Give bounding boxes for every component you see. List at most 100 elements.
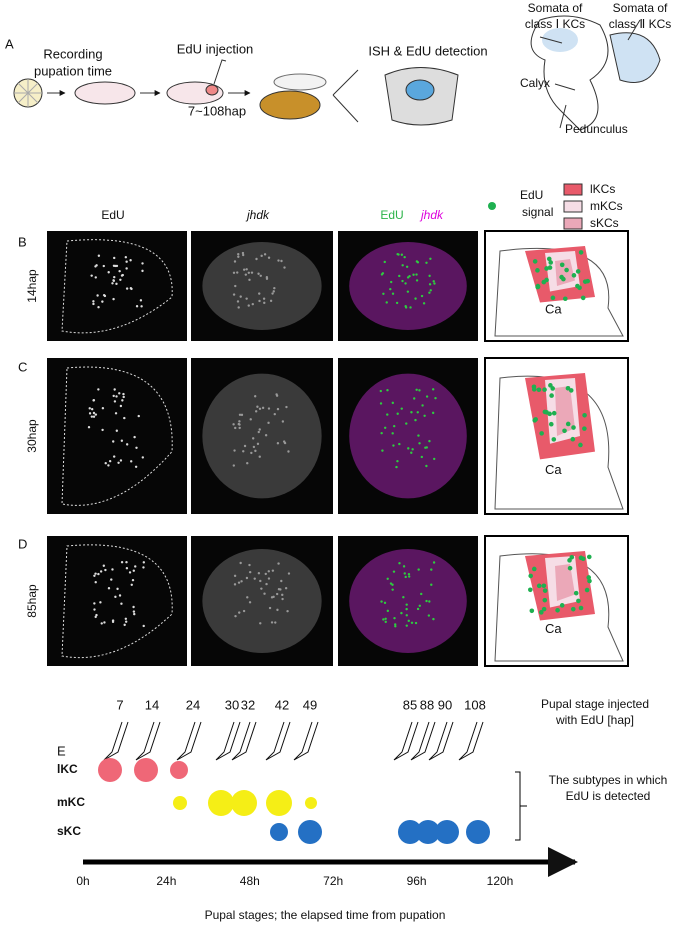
speck (251, 437, 255, 440)
speck (94, 580, 97, 584)
speck (276, 608, 279, 612)
speck (277, 259, 280, 262)
speck (248, 601, 252, 604)
edu-dot (528, 573, 533, 579)
speck (97, 572, 100, 576)
detection-dot (416, 820, 440, 844)
speck (287, 572, 291, 575)
region-label: Ca (545, 462, 562, 477)
edu-dot (544, 266, 549, 271)
speck (259, 622, 262, 625)
speck (141, 456, 145, 459)
speck (283, 441, 287, 445)
outline (61, 366, 173, 506)
axis-tick-label: 96h (407, 874, 427, 888)
tissue (202, 242, 322, 330)
speck (92, 300, 95, 303)
speck (124, 620, 128, 623)
label: Recording (43, 46, 102, 61)
label: Pedunculus (565, 122, 628, 136)
speck (125, 267, 128, 270)
label: lKCs (590, 182, 615, 196)
speck (412, 273, 415, 276)
speck (428, 283, 432, 286)
micrograph (47, 358, 187, 514)
speck (425, 599, 428, 603)
speck (132, 610, 136, 613)
speck (407, 572, 411, 576)
edu-dot (548, 260, 554, 265)
speck (237, 252, 240, 256)
speck (115, 429, 119, 432)
speck (115, 395, 118, 398)
label: 7~108hap (188, 103, 246, 118)
speck (242, 609, 246, 613)
speck (392, 444, 395, 447)
speck (389, 287, 392, 291)
speck (92, 415, 96, 418)
panel-a-drawings (13, 15, 661, 131)
edu-dot (548, 421, 554, 427)
speck (418, 604, 421, 608)
edu-dot (587, 578, 592, 584)
speck (112, 394, 115, 398)
speck (420, 592, 423, 596)
speck (110, 578, 113, 581)
speck (108, 459, 112, 463)
speck (396, 459, 399, 463)
speck (265, 277, 269, 280)
speck (142, 566, 145, 569)
speck (254, 449, 257, 453)
tissue (349, 373, 467, 499)
axis-tick-label: 24h (156, 874, 176, 888)
speck (113, 256, 116, 260)
pipette (135, 721, 161, 761)
speck (276, 442, 280, 445)
speck (260, 254, 263, 258)
label: Pupal stage injected (541, 697, 649, 711)
region-label: Ca (545, 302, 562, 317)
speck (381, 449, 384, 452)
detection-dot (466, 820, 490, 844)
speck (421, 404, 424, 407)
speck (285, 405, 288, 409)
speck (432, 280, 435, 283)
speck (112, 279, 115, 282)
label: jhdk (245, 208, 270, 222)
speck (121, 273, 124, 277)
speck (234, 614, 237, 618)
speck (405, 614, 408, 617)
axis-tick-label: 120h (487, 874, 514, 888)
edu-dot (569, 554, 575, 560)
speck (279, 588, 282, 591)
speck (280, 579, 283, 583)
pipette (428, 721, 454, 761)
speck (247, 304, 250, 307)
speck (94, 615, 97, 619)
speck (390, 280, 393, 284)
speck (276, 407, 280, 411)
speck (247, 271, 251, 274)
speck (130, 583, 133, 587)
legend-swatch (563, 200, 583, 213)
speck (232, 464, 236, 467)
edu-dot (531, 566, 537, 572)
speck (132, 605, 135, 609)
calyx-outline (494, 553, 624, 662)
edu-dot (559, 274, 564, 280)
speck (262, 297, 266, 300)
speck (400, 611, 403, 615)
edu-dot (562, 296, 568, 302)
label: EdU injection (177, 41, 254, 56)
speck (141, 269, 144, 273)
edu-dot (532, 418, 538, 423)
speck (263, 253, 267, 256)
speck (398, 274, 401, 278)
label: EdU is detected (566, 789, 651, 803)
speck (253, 395, 257, 398)
speck (94, 276, 97, 279)
speck (131, 578, 135, 582)
label: pupation time (34, 63, 112, 78)
speck (107, 587, 111, 590)
speck (394, 623, 397, 626)
